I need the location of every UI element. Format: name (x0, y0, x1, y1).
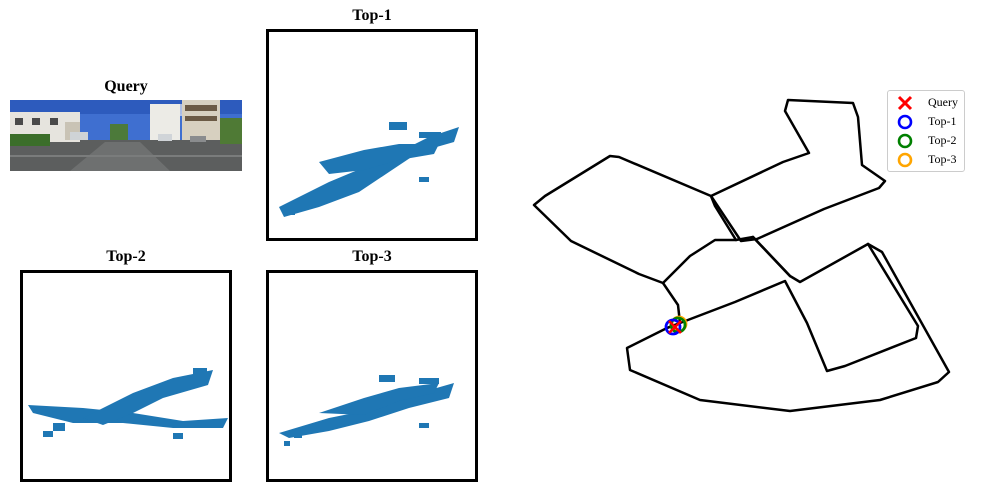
top3-pointcloud-plot (279, 375, 454, 446)
legend-label: Top-1 (928, 114, 957, 128)
query-marker-icon (668, 320, 682, 334)
circle-marker-icon (897, 114, 913, 130)
top2-pointcloud-frame (20, 270, 232, 482)
top1-pointcloud-plot (279, 122, 459, 217)
circle-marker-icon (897, 133, 913, 149)
query-title: Query (104, 78, 148, 95)
route-map (532, 98, 951, 413)
top1-pointcloud-frame (266, 29, 478, 241)
top3-title: Top-3 (352, 248, 392, 265)
route-inner-loop (661, 235, 920, 373)
query-markers (664, 315, 688, 336)
top3-pointcloud-frame (266, 270, 478, 482)
street-scene-icon (10, 100, 242, 171)
route-outer-loop (532, 154, 951, 413)
x-marker-icon (897, 95, 913, 111)
legend-label: Top-3 (928, 152, 957, 166)
top2-title: Top-2 (106, 248, 146, 265)
circle-marker-icon (897, 152, 913, 168)
trajectory-map (500, 60, 990, 480)
top2-pointcloud-plot (28, 368, 228, 439)
legend-label: Top-2 (928, 133, 957, 147)
route-north-loop (709, 98, 887, 243)
legend-label: Query (928, 95, 958, 109)
top1-title: Top-1 (352, 7, 392, 24)
map-legend: Query Top-1 Top-2 Top-3 (887, 90, 965, 172)
query-street-image (10, 100, 242, 171)
top1-marker-icon (664, 318, 682, 336)
